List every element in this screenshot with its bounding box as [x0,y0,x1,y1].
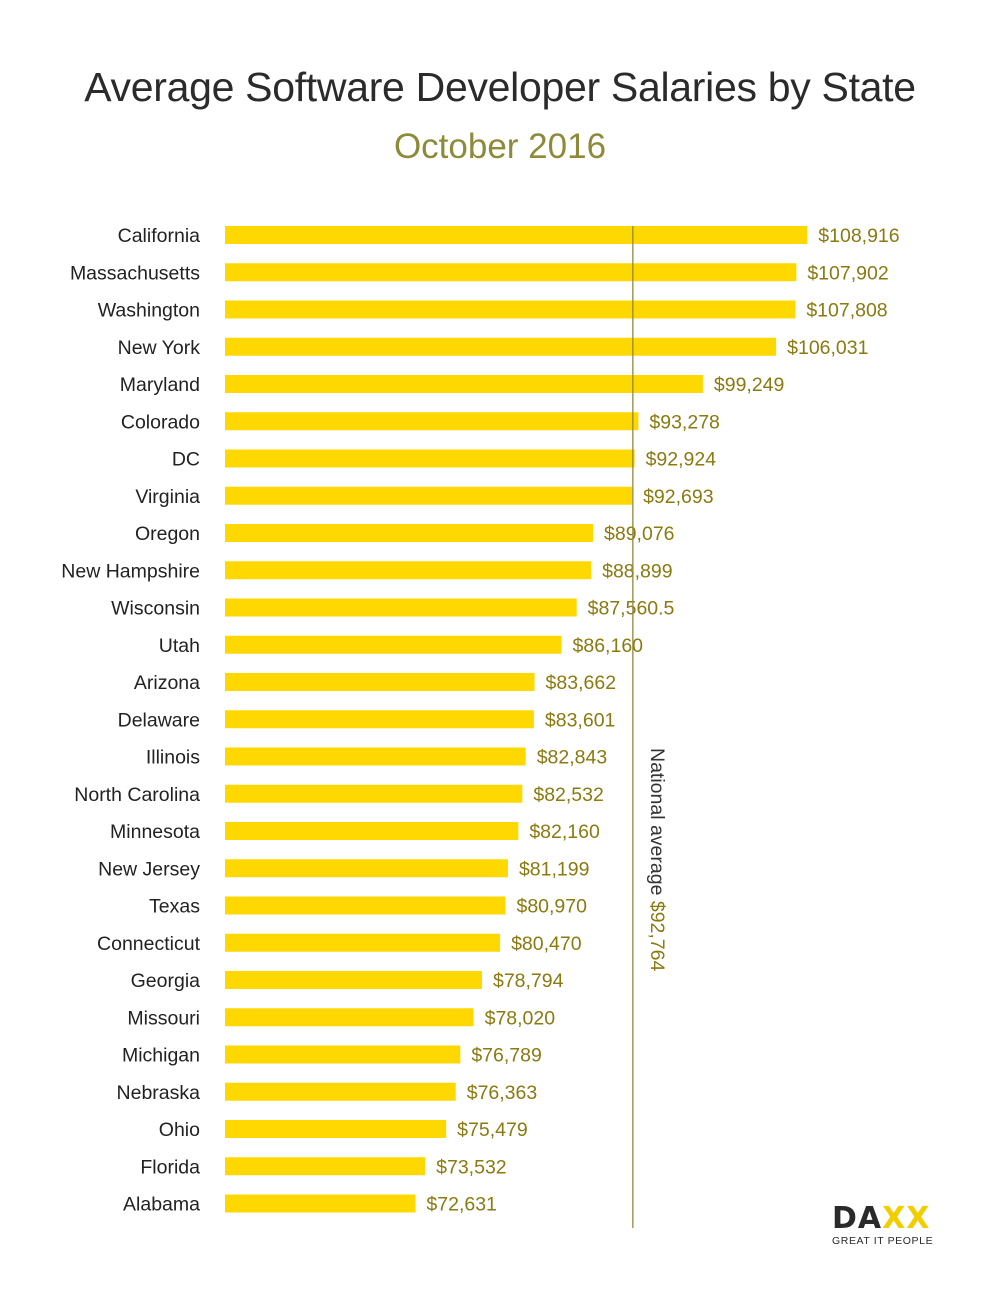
bar [225,933,501,952]
value-label: $80,470 [511,933,582,955]
category-label: Missouri [127,1007,200,1029]
logo-name: DA [832,1201,883,1236]
category-label: Arizona [134,672,200,694]
logo-tagline: GREAT IT PEOPLE [832,1235,934,1247]
value-label: $82,843 [537,747,608,769]
category-label: Connecticut [97,933,201,955]
logo-wordmark: DAXX [832,1204,950,1234]
category-label: California [118,225,201,247]
category-label: Florida [140,1156,200,1178]
bar [225,710,534,729]
value-label: $81,199 [519,858,590,880]
category-label: Oregon [135,523,200,545]
bar [225,263,797,282]
value-label: $106,031 [787,337,868,359]
value-label: $76,363 [467,1082,538,1104]
value-label: $87,560.5 [588,598,675,620]
bar [225,412,639,431]
value-label: $76,789 [471,1045,541,1067]
category-label: Washington [98,300,200,322]
category-label: Utah [159,635,200,657]
category-label: Minnesota [110,821,200,843]
value-label: $82,532 [533,784,604,806]
bar [225,449,635,468]
category-label: Colorado [121,411,200,433]
value-label: $108,916 [818,225,899,247]
bar [225,1120,447,1138]
category-label: New Hampshire [61,560,200,582]
value-label: $82,160 [529,821,600,843]
value-label: $86,160 [573,635,644,657]
bar [225,598,577,617]
bar [225,561,592,580]
value-label: $93,278 [649,411,720,433]
category-label: New York [118,337,201,359]
value-label: $92,693 [643,486,714,508]
logo-accent: XX [882,1201,931,1236]
chart-title: Average Software Developer Salaries by S… [84,64,916,110]
value-label: $72,631 [426,1194,497,1216]
value-label: $107,808 [806,300,887,322]
category-label: New Jersey [98,858,200,880]
bar [225,226,808,244]
category-label: Nebraska [117,1082,201,1104]
bar [225,971,482,989]
bar [225,1045,461,1064]
category-label: Massachusetts [70,262,200,284]
value-label: $99,249 [714,374,785,396]
daxx-logo: DAXX GREAT IT PEOPLE [832,1204,950,1248]
chart-subtitle: October 2016 [393,127,607,166]
bar [225,375,703,393]
value-label: $83,601 [545,709,616,731]
bar [225,635,562,654]
bar [225,784,523,803]
value-label: $75,479 [457,1119,528,1141]
value-label: $80,970 [516,896,587,918]
bar [225,822,519,840]
category-label: Georgia [131,970,201,992]
category-label: Delaware [118,709,200,731]
reference-line-label: National average $92,764 [646,748,668,972]
bar [225,896,506,915]
value-label: $92,924 [646,449,717,471]
bar [225,1008,474,1027]
bar [225,1194,416,1213]
category-label: Wisconsin [111,598,200,620]
bar [225,747,526,766]
category-label: Alabama [123,1194,200,1216]
category-label: Ohio [159,1119,200,1141]
value-label: $73,532 [436,1156,507,1178]
value-label: $83,662 [546,672,617,694]
bar [225,486,633,505]
value-label: $78,020 [485,1007,556,1029]
bar [225,859,508,878]
category-label: Texas [149,896,200,918]
bar [225,673,535,691]
bar [225,337,777,356]
bar [225,524,594,542]
bar [225,1157,426,1176]
category-label: DC [172,449,200,471]
category-label: North Carolina [74,784,200,806]
value-label: $78,794 [493,970,564,992]
bar [225,1082,456,1101]
bar [225,300,796,319]
category-label: Illinois [146,747,200,769]
category-label: Michigan [122,1045,200,1067]
category-label: Maryland [120,374,200,396]
category-label: Virginia [135,486,200,508]
value-label: $88,899 [602,560,673,582]
value-label: $89,076 [604,523,675,545]
value-label: $107,902 [807,262,888,284]
